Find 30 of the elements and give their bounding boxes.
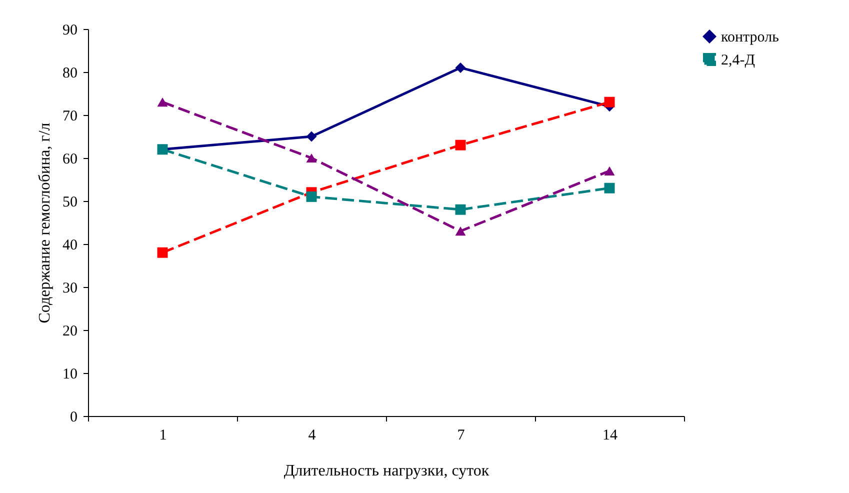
point (306, 131, 317, 142)
point (455, 204, 466, 215)
point (306, 153, 317, 163)
x-tick-label: 7 (457, 428, 466, 444)
legend-label: 2,4-Д (721, 52, 755, 68)
point (604, 96, 615, 108)
point (455, 140, 466, 150)
point (604, 166, 615, 176)
x-tick-label: 14 (602, 428, 618, 444)
x-tick-label: 4 (308, 428, 316, 444)
y-tick-label: 90 (62, 22, 78, 38)
y-tick-label: 20 (62, 324, 78, 340)
y-tick-label: 30 (62, 280, 78, 296)
point (604, 182, 615, 194)
y-tick-label: 70 (62, 108, 78, 124)
y-tick-label: 80 (62, 66, 78, 82)
point (157, 247, 168, 258)
y-tick-label: 10 (62, 366, 78, 382)
x-axis-title: Длительность нагрузки, суток (284, 462, 490, 480)
point (455, 226, 466, 236)
point (306, 191, 317, 202)
x-tick-label: 1 (159, 428, 167, 444)
point (455, 62, 466, 73)
y-axis-title: Содержание гемоглобина, г/л (36, 122, 54, 324)
point (157, 98, 168, 107)
legend-label: контроль (721, 30, 780, 46)
y-tick-label: 0 (70, 410, 78, 426)
y-tick-label: 40 (62, 238, 78, 254)
y-tick-label: 50 (62, 194, 78, 210)
y-tick-label: 60 (62, 152, 78, 168)
